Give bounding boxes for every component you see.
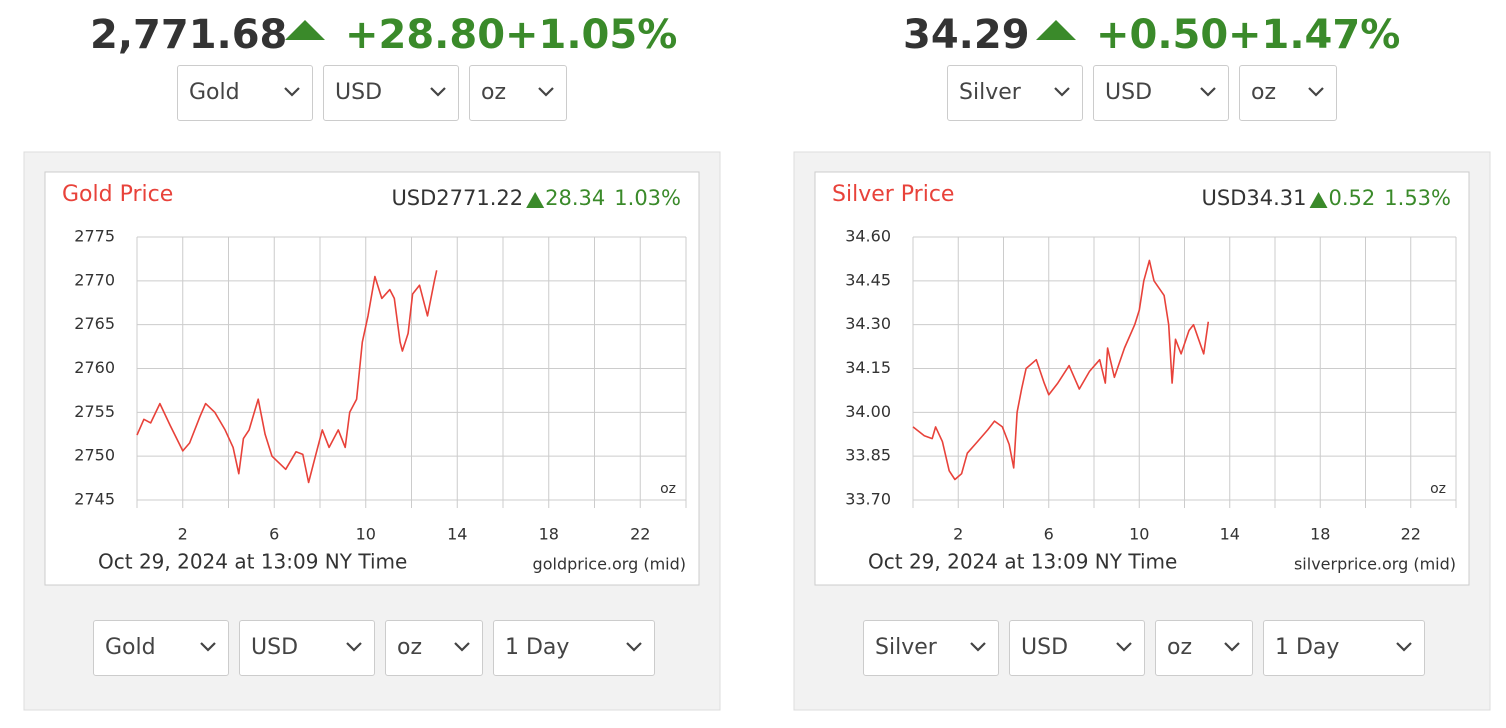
select-text: oz [397, 635, 423, 660]
x-tick-label: 6 [269, 525, 279, 544]
x-tick-label: 22 [1401, 525, 1421, 544]
select[interactable]: oz [1239, 65, 1337, 121]
x-tick-label: 10 [1129, 525, 1149, 544]
x-tick-label: 14 [447, 525, 467, 544]
y-tick-label: 34.15 [845, 358, 891, 377]
chart-change: 28.34 [545, 186, 605, 210]
change: +28.80 [345, 12, 506, 58]
x-tick-label: 22 [630, 525, 650, 544]
y-tick-label: 33.70 [845, 490, 891, 509]
price: 34.29 [903, 12, 1030, 58]
y-tick-label: 2745 [74, 490, 115, 509]
change-pct: +1.47% [1228, 12, 1401, 58]
chart-up-arrow [1309, 192, 1328, 208]
select[interactable]: USD [323, 65, 459, 121]
change: +0.50 [1096, 12, 1229, 58]
change-pct: +1.05% [505, 12, 678, 58]
chart-change-pct: 1.53% [1384, 186, 1451, 210]
select-text: USD [335, 80, 383, 105]
select[interactable]: USD [1009, 620, 1145, 676]
select-text: oz [1167, 635, 1193, 660]
x-tick-label: 2 [178, 525, 188, 544]
chevron [430, 87, 446, 97]
select[interactable]: 1 Day [493, 620, 655, 676]
x-tick-label: 18 [1310, 525, 1330, 544]
chevron [346, 642, 362, 652]
chart-change-pct: 1.03% [614, 186, 681, 210]
select[interactable]: Gold [93, 620, 229, 676]
y-tick-label: 34.00 [845, 402, 891, 421]
select[interactable]: oz [469, 65, 567, 121]
select-text: USD [251, 635, 299, 660]
chevron [1200, 87, 1216, 97]
select-text: USD [1105, 80, 1153, 105]
select-text: Silver [875, 635, 937, 660]
y-tick-label: 33.85 [845, 446, 891, 465]
y-tick-label: 2755 [74, 402, 115, 421]
y-tick-label: 2770 [74, 270, 115, 289]
price: 2,771.68 [90, 12, 288, 58]
chevron [284, 87, 300, 97]
chart-box [814, 171, 1470, 586]
chevron [538, 87, 554, 97]
chart-title: Gold Price [62, 182, 173, 207]
select-text: Silver [959, 80, 1021, 105]
chart-title: Silver Price [832, 182, 954, 207]
select-text: oz [481, 80, 507, 105]
y-tick-label: 2750 [74, 446, 115, 465]
y-tick-label: 2765 [74, 314, 115, 333]
y-tick-label: 34.45 [845, 270, 891, 289]
source: silverprice.org (mid) [1294, 555, 1456, 574]
y-tick-label: 2760 [74, 358, 115, 377]
select-text: oz [1251, 80, 1277, 105]
chart-up-arrow [526, 192, 545, 208]
select[interactable]: USD [1093, 65, 1229, 121]
chevron [1116, 642, 1132, 652]
chevron [1308, 87, 1324, 97]
select[interactable]: USD [239, 620, 375, 676]
chevron [970, 642, 986, 652]
chart-price: USD2771.22 [391, 186, 523, 210]
x-tick-label: 14 [1220, 525, 1240, 544]
unit-label: oz [1430, 481, 1446, 497]
select[interactable]: Silver [863, 620, 999, 676]
select-text: Gold [189, 80, 240, 105]
price-line [912, 259, 1210, 481]
footer-date: Oct 29, 2024 at 13:09 NY Time [98, 550, 407, 574]
chevron [1054, 87, 1070, 97]
select[interactable]: oz [1155, 620, 1253, 676]
select[interactable]: Silver [947, 65, 1083, 121]
select-text: Gold [105, 635, 156, 660]
select-text: 1 Day [1275, 635, 1340, 660]
y-tick-label: 34.60 [845, 227, 891, 246]
price-line [136, 270, 438, 484]
chevron [1224, 642, 1240, 652]
chart-box [44, 171, 700, 586]
up-arrow [1036, 20, 1076, 40]
footer-date: Oct 29, 2024 at 13:09 NY Time [868, 550, 1177, 574]
chart-price: USD34.31 [1202, 186, 1307, 210]
y-tick-label: 2775 [74, 227, 115, 246]
select-text: USD [1021, 635, 1069, 660]
select[interactable]: Gold [177, 65, 313, 121]
select[interactable]: 1 Day [1263, 620, 1425, 676]
chevron [1396, 642, 1412, 652]
chevron [626, 642, 642, 652]
unit-label: oz [660, 481, 676, 497]
chart-change: 0.52 [1329, 186, 1376, 210]
chevron [200, 642, 216, 652]
x-tick-label: 18 [539, 525, 559, 544]
chevron [454, 642, 470, 652]
source: goldprice.org (mid) [533, 555, 686, 574]
x-tick-label: 2 [953, 525, 963, 544]
x-tick-label: 6 [1044, 525, 1054, 544]
x-tick-label: 10 [356, 525, 376, 544]
y-tick-label: 34.30 [845, 314, 891, 333]
select[interactable]: oz [385, 620, 483, 676]
select-text: 1 Day [505, 635, 570, 660]
up-arrow [285, 20, 325, 40]
